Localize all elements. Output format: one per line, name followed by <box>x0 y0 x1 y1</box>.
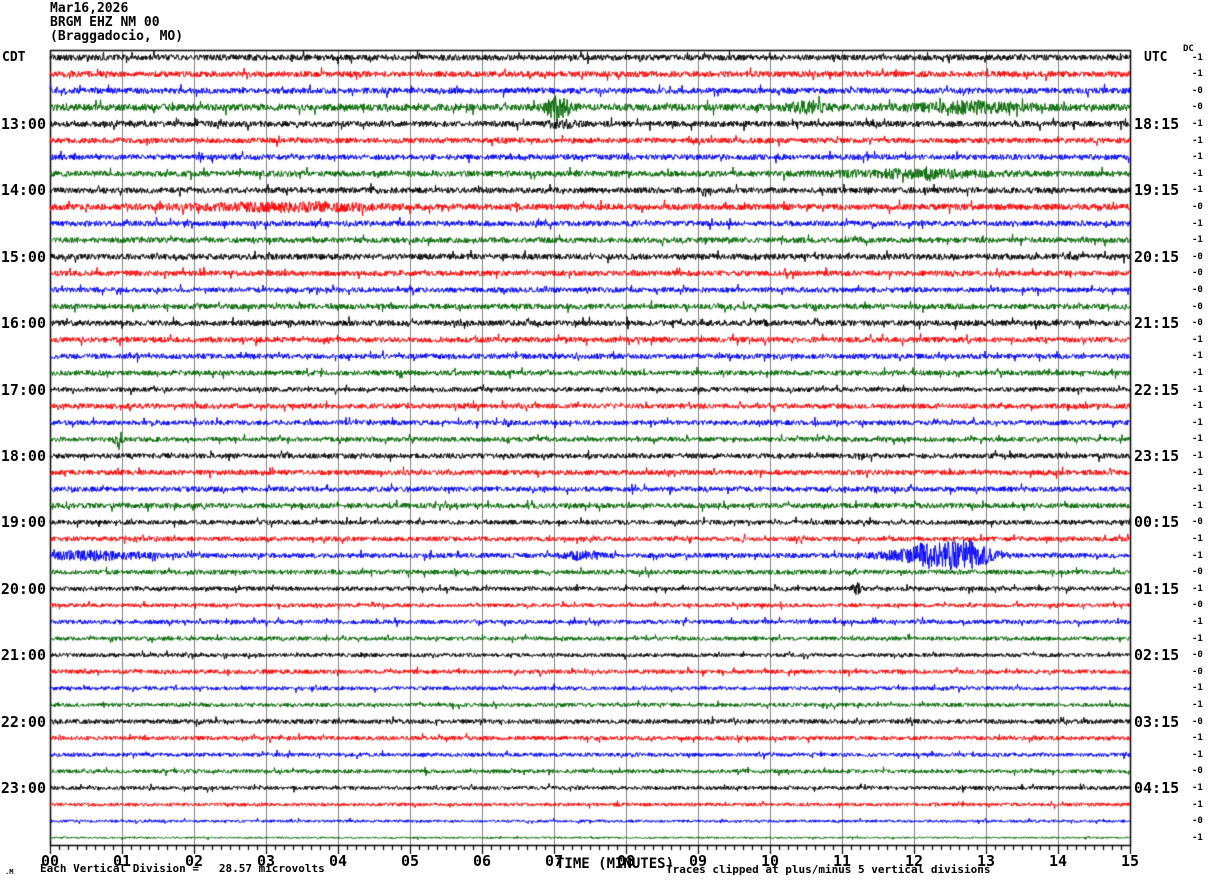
utc-time-label: 01:15 <box>1134 579 1180 598</box>
cdt-time-label: 20:00 <box>0 579 46 598</box>
dc-value: -0 <box>1192 251 1203 262</box>
dc-value: -1 <box>1192 733 1203 744</box>
x-tick-label: 13 <box>976 852 996 870</box>
dc-value: -1 <box>1192 500 1203 511</box>
dc-value: -0 <box>1192 716 1203 727</box>
cdt-time-label: 14:00 <box>0 181 46 200</box>
dc-value: -1 <box>1192 235 1203 246</box>
x-tick-label: 03 <box>256 852 276 870</box>
dc-value: -1 <box>1192 782 1203 793</box>
cdt-time-label: 15:00 <box>0 247 46 266</box>
utc-time-label: 22:15 <box>1134 380 1180 399</box>
dc-value: -1 <box>1192 52 1203 63</box>
x-tick-label: 15 <box>1120 852 1140 870</box>
utc-time-label: 23:15 <box>1134 446 1180 465</box>
dc-value: -1 <box>1192 583 1203 594</box>
x-tick-label: 14 <box>1048 852 1068 870</box>
utc-time-label: 18:15 <box>1134 114 1180 133</box>
dc-value: -1 <box>1192 550 1203 561</box>
utc-axis-label: UTC <box>1144 50 1168 65</box>
x-tick-label: 00 <box>40 852 60 870</box>
dc-column-header: DC <box>1183 44 1194 54</box>
x-tick-label: 07 <box>544 852 564 870</box>
dc-value: -1 <box>1192 434 1203 445</box>
utc-time-label: 19:15 <box>1134 181 1180 200</box>
cdt-time-label: 13:00 <box>0 114 46 133</box>
x-tick-label: 08 <box>616 852 636 870</box>
utc-time-label: 21:15 <box>1134 314 1180 333</box>
cdt-time-label: 18:00 <box>0 446 46 465</box>
dc-value: -1 <box>1192 168 1203 179</box>
utc-time-label: 00:15 <box>1134 513 1180 532</box>
x-tick-label: 06 <box>472 852 492 870</box>
footer-scale-label: Each Vertical Division = <box>40 862 199 875</box>
dc-value: -0 <box>1192 816 1203 827</box>
dc-value: -0 <box>1192 666 1203 677</box>
x-tick-label: 05 <box>400 852 420 870</box>
dc-value: -1 <box>1192 69 1203 80</box>
cdt-time-label: 17:00 <box>0 380 46 399</box>
dc-value: -1 <box>1192 334 1203 345</box>
x-tick-label: 04 <box>328 852 348 870</box>
footer-scale-note: Each Vertical Division = 28.57 microvolt… <box>40 862 325 875</box>
footer-scale-gap <box>199 862 219 875</box>
dc-value: -1 <box>1192 616 1203 627</box>
x-tick-label: 09 <box>688 852 708 870</box>
dc-value: -1 <box>1192 832 1203 843</box>
cdt-time-label: 21:00 <box>0 646 46 665</box>
dc-value: -1 <box>1192 450 1203 461</box>
x-tick-label: 02 <box>184 852 204 870</box>
utc-time-label: 20:15 <box>1134 247 1180 266</box>
dc-value: -1 <box>1192 185 1203 196</box>
dc-value: -1 <box>1192 683 1203 694</box>
utc-time-label: 02:15 <box>1134 646 1180 665</box>
dc-value: -1 <box>1192 633 1203 644</box>
dc-value: -0 <box>1192 650 1203 661</box>
dc-value: -0 <box>1192 567 1203 578</box>
dc-value: -1 <box>1192 118 1203 129</box>
cdt-time-label: 16:00 <box>0 314 46 333</box>
dc-value: -0 <box>1192 201 1203 212</box>
dc-value: -1 <box>1192 417 1203 428</box>
dc-value: -0 <box>1192 85 1203 96</box>
dc-value: -1 <box>1192 401 1203 412</box>
dc-value: -0 <box>1192 766 1203 777</box>
dc-value: -0 <box>1192 102 1203 113</box>
dc-value: -0 <box>1192 268 1203 279</box>
utc-time-label: 04:15 <box>1134 778 1180 797</box>
footer-scale-value: 28.57 microvolts <box>218 862 325 875</box>
dc-value: -0 <box>1192 318 1203 329</box>
dc-value: -1 <box>1192 367 1203 378</box>
cdt-axis-label: CDT <box>2 50 26 65</box>
x-tick-label: 10 <box>760 852 780 870</box>
dc-value: -1 <box>1192 749 1203 760</box>
cdt-time-label: 22:00 <box>0 712 46 731</box>
dc-value: -0 <box>1192 600 1203 611</box>
dc-value: -1 <box>1192 699 1203 710</box>
dc-value: -1 <box>1192 218 1203 229</box>
dc-value: -1 <box>1192 533 1203 544</box>
utc-time-label: 03:15 <box>1134 712 1180 731</box>
footer-mark: .M <box>5 868 14 876</box>
x-tick-label: 01 <box>112 852 132 870</box>
x-axis-title: TIME (MINUTES) <box>556 856 675 872</box>
dc-value: -1 <box>1192 152 1203 163</box>
dc-value: -1 <box>1192 351 1203 362</box>
cdt-time-label: 19:00 <box>0 513 46 532</box>
cdt-time-label: 23:00 <box>0 778 46 797</box>
dc-value: -1 <box>1192 384 1203 395</box>
dc-value: -1 <box>1192 799 1203 810</box>
x-tick-label: 12 <box>904 852 924 870</box>
dc-value: -0 <box>1192 517 1203 528</box>
dc-value: -1 <box>1192 484 1203 495</box>
footer-clip-note: Traces clipped at plus/minus 5 vertical … <box>666 863 991 876</box>
dc-value: -1 <box>1192 467 1203 478</box>
dc-value: -1 <box>1192 135 1203 146</box>
x-tick-label: 11 <box>832 852 852 870</box>
dc-value: -0 <box>1192 301 1203 312</box>
dc-value: -0 <box>1192 284 1203 295</box>
